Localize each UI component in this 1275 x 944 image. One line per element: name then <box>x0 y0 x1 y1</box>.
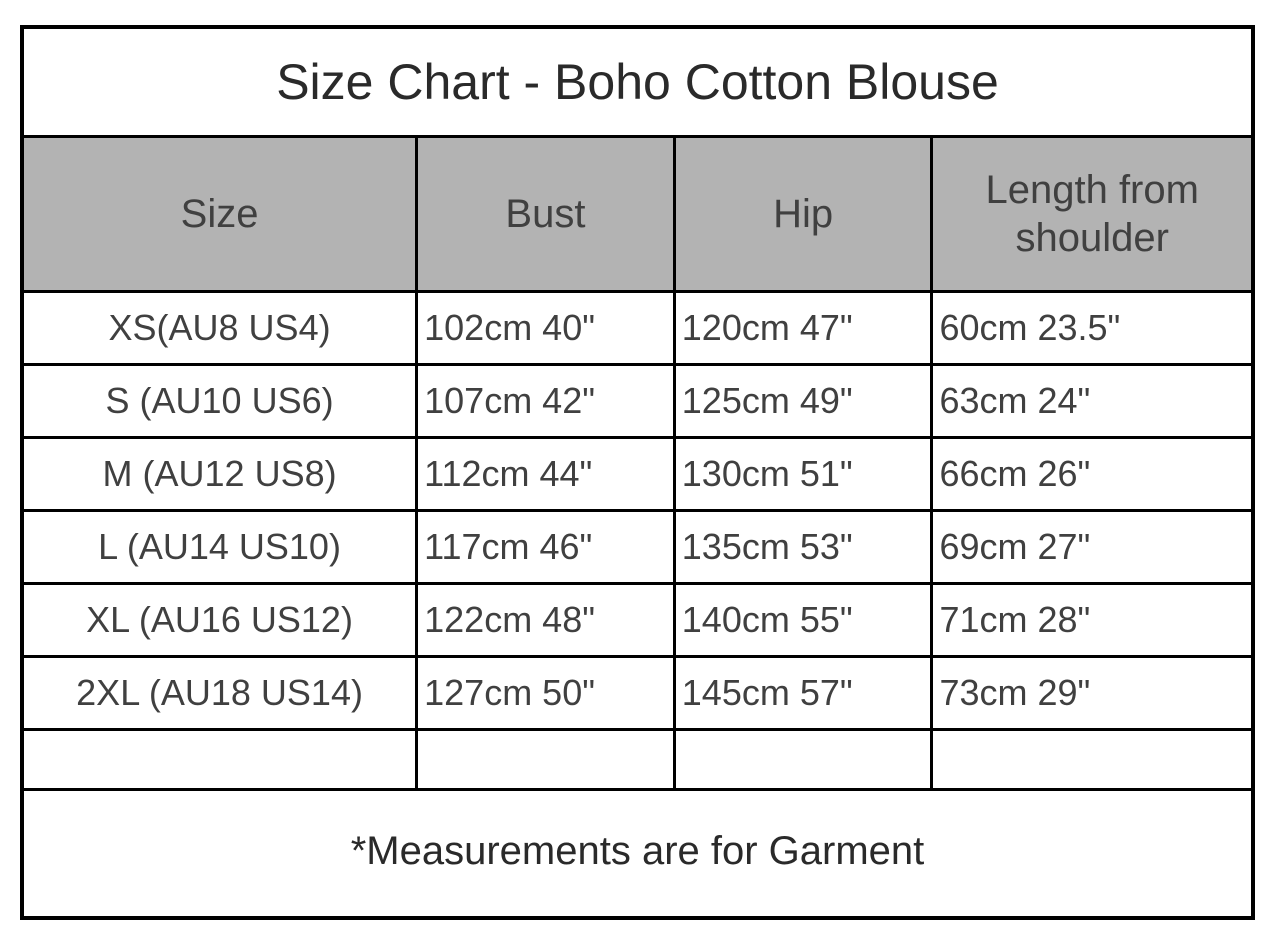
chart-footnote: *Measurements are for Garment <box>24 791 1251 916</box>
cell-empty <box>24 729 417 789</box>
cell-size: XS(AU8 US4) <box>24 291 417 364</box>
cell-bust: 102cm 40" <box>417 291 675 364</box>
cell-hip: 125cm 49" <box>674 364 932 437</box>
table-header-row: Size Bust Hip Length from shoulder <box>24 138 1251 292</box>
table-row-empty <box>24 729 1251 789</box>
cell-empty <box>417 729 675 789</box>
cell-size: XL (AU16 US12) <box>24 583 417 656</box>
header-hip: Hip <box>674 138 932 292</box>
header-bust: Bust <box>417 138 675 292</box>
cell-bust: 122cm 48" <box>417 583 675 656</box>
cell-empty <box>932 729 1251 789</box>
cell-size: M (AU12 US8) <box>24 437 417 510</box>
size-chart-container: Size Chart - Boho Cotton Blouse Size Bus… <box>20 25 1255 920</box>
header-size: Size <box>24 138 417 292</box>
table-row: XL (AU16 US12) 122cm 48" 140cm 55" 71cm … <box>24 583 1251 656</box>
cell-size: 2XL (AU18 US14) <box>24 656 417 729</box>
cell-length: 60cm 23.5" <box>932 291 1251 364</box>
cell-hip: 140cm 55" <box>674 583 932 656</box>
table-body: XS(AU8 US4) 102cm 40" 120cm 47" 60cm 23.… <box>24 291 1251 789</box>
table-row: S (AU10 US6) 107cm 42" 125cm 49" 63cm 24… <box>24 364 1251 437</box>
cell-length: 69cm 27" <box>932 510 1251 583</box>
cell-hip: 130cm 51" <box>674 437 932 510</box>
cell-bust: 112cm 44" <box>417 437 675 510</box>
cell-bust: 107cm 42" <box>417 364 675 437</box>
cell-empty <box>674 729 932 789</box>
table-row: XS(AU8 US4) 102cm 40" 120cm 47" 60cm 23.… <box>24 291 1251 364</box>
table-row: M (AU12 US8) 112cm 44" 130cm 51" 66cm 26… <box>24 437 1251 510</box>
cell-bust: 127cm 50" <box>417 656 675 729</box>
cell-hip: 145cm 57" <box>674 656 932 729</box>
table-row: L (AU14 US10) 117cm 46" 135cm 53" 69cm 2… <box>24 510 1251 583</box>
cell-size: S (AU10 US6) <box>24 364 417 437</box>
cell-length: 73cm 29" <box>932 656 1251 729</box>
table-row: 2XL (AU18 US14) 127cm 50" 145cm 57" 73cm… <box>24 656 1251 729</box>
cell-length: 63cm 24" <box>932 364 1251 437</box>
cell-length: 66cm 26" <box>932 437 1251 510</box>
header-length: Length from shoulder <box>932 138 1251 292</box>
cell-hip: 135cm 53" <box>674 510 932 583</box>
cell-length: 71cm 28" <box>932 583 1251 656</box>
size-chart-table: Size Bust Hip Length from shoulder XS(AU… <box>24 138 1251 791</box>
cell-bust: 117cm 46" <box>417 510 675 583</box>
cell-size: L (AU14 US10) <box>24 510 417 583</box>
chart-title: Size Chart - Boho Cotton Blouse <box>24 29 1251 138</box>
cell-hip: 120cm 47" <box>674 291 932 364</box>
